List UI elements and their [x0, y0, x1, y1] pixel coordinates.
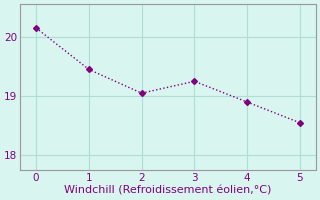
X-axis label: Windchill (Refroidissement éolien,°C): Windchill (Refroidissement éolien,°C) [64, 186, 272, 196]
